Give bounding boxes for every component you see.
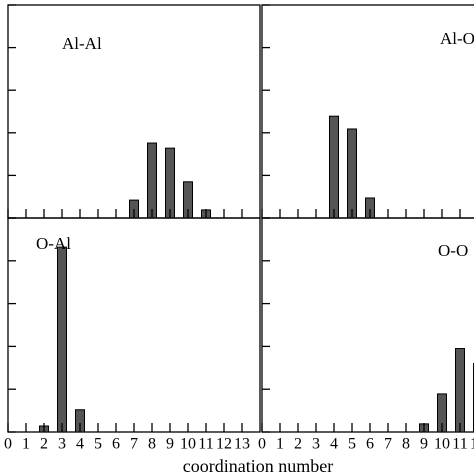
bar [455, 348, 465, 433]
x-tick-label: 2 [294, 436, 302, 453]
x-tick-label: 8 [402, 436, 410, 453]
x-tick-label: 5 [94, 436, 102, 453]
x-tick-label: 7 [130, 436, 138, 453]
panel-title: O-O [438, 241, 468, 260]
x-tick-label: 4 [76, 436, 84, 453]
x-tick-label: 9 [166, 436, 174, 453]
x-tick-label: 0 [258, 436, 266, 453]
x-tick-label: 3 [312, 436, 320, 453]
x-tick-label: 3 [58, 436, 66, 453]
x-tick-label: 11 [198, 436, 213, 453]
x-tick-label: 12 [470, 436, 474, 453]
panel-title: Al-O [440, 29, 474, 48]
x-axis-label: coordination number [183, 456, 333, 474]
x-tick-label: 4 [330, 436, 338, 453]
x-tick-label: 13 [234, 436, 250, 453]
panel-title: O-Al [36, 234, 71, 253]
bar [329, 115, 339, 219]
panel-title: Al-Al [62, 34, 102, 53]
x-tick-label: 0 [4, 436, 12, 453]
x-tick-label: 1 [22, 436, 30, 453]
bar [57, 246, 67, 433]
panel-frame [7, 4, 261, 219]
x-tick-label: 1 [276, 436, 284, 453]
x-tick-label: 6 [366, 436, 374, 453]
bar [165, 147, 175, 219]
bar [347, 128, 357, 219]
x-tick-label: 6 [112, 436, 120, 453]
x-tick-label: 2 [40, 436, 48, 453]
x-tick-label: 11 [452, 436, 467, 453]
x-tick-label: 9 [420, 436, 428, 453]
x-tick-label: 12 [216, 436, 232, 453]
x-tick-label: 5 [348, 436, 356, 453]
x-tick-label: 8 [148, 436, 156, 453]
bar [147, 142, 157, 219]
x-tick-label: 7 [384, 436, 392, 453]
x-tick-label: 10 [434, 436, 450, 453]
x-tick-label: 10 [180, 436, 196, 453]
